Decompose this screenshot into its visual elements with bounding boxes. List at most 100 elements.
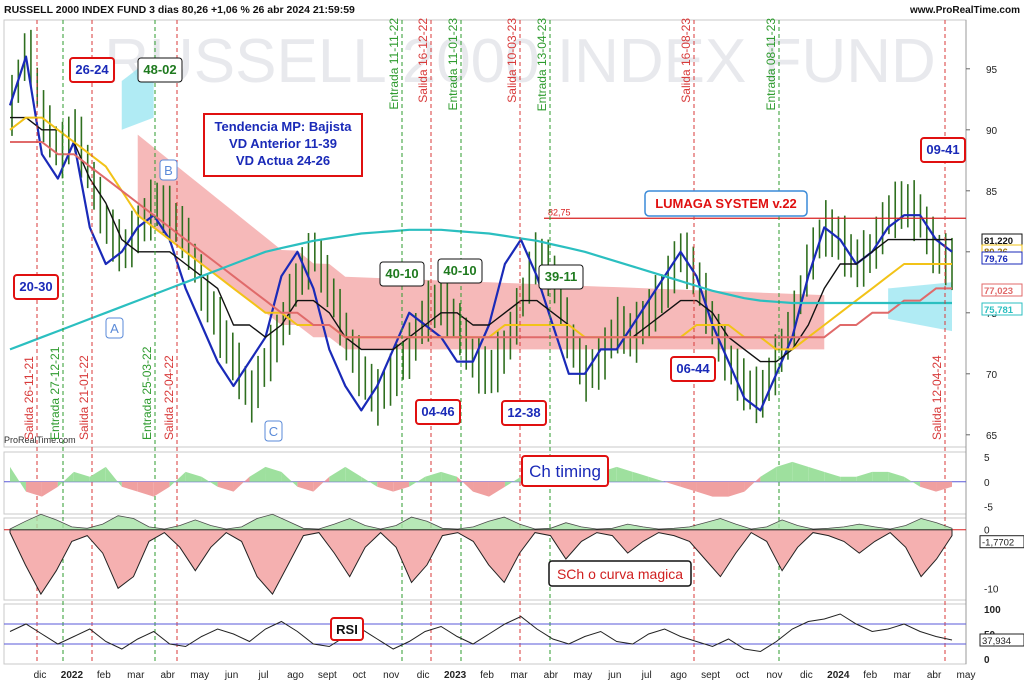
x-axis-label: nov [383, 670, 399, 681]
rsi-label: RSI [336, 622, 358, 637]
rsi-box [330, 617, 364, 641]
ch-timing-area [824, 471, 841, 482]
ch-timing-area [728, 481, 745, 497]
site-label[interactable]: www.ProRealTime.com [909, 5, 1020, 16]
ch-timing-area [616, 466, 633, 482]
ch-timing-area [504, 476, 521, 487]
ch-timing-area [696, 481, 713, 497]
x-axis-label: may [573, 670, 592, 681]
ch-timing-area [488, 481, 505, 497]
ch-timing-area [265, 466, 282, 482]
ch-timing-area [57, 471, 74, 487]
ch-timing-area [393, 481, 410, 492]
x-axis-label: ago [287, 670, 304, 681]
rsi-value: 37,934 [982, 636, 1011, 647]
value-box-text: 26-24 [75, 62, 109, 77]
ch-timing-area [249, 466, 266, 482]
rsi-tick-label: 0 [984, 655, 990, 666]
ch-timing-area [25, 481, 42, 497]
x-axis-label: abr [160, 670, 175, 681]
x-axis-label: sept [318, 670, 337, 681]
x-axis-label: jun [607, 670, 621, 681]
wave-label-box [105, 317, 124, 339]
ch-timing-area [744, 476, 761, 492]
ch-timing-area [664, 481, 681, 487]
sch-value: -1,7702 [982, 538, 1014, 549]
ch-timing-box [521, 455, 609, 487]
ch-timing-area [425, 471, 442, 482]
x-axis-label: dic [800, 670, 813, 681]
signal-label: Salida 12-04-24 [930, 355, 944, 440]
signal-label: Entrada 11-01-23 [446, 18, 460, 111]
ch-timing-area [920, 481, 937, 492]
x-axis-label: feb [863, 670, 877, 681]
ichimoku-cloud-cyan [121, 68, 154, 130]
tendencia-box [203, 113, 363, 177]
x-axis-label: oct [736, 670, 750, 681]
value-box-text: 06-44 [676, 361, 710, 376]
ch-timing-area [680, 481, 697, 492]
x-axis-label: mar [127, 670, 145, 681]
ch-timing-area [281, 471, 298, 487]
x-axis-label: abr [544, 670, 559, 681]
x-axis-label: may [190, 670, 209, 681]
price-tick-label: 90 [986, 126, 998, 137]
value-box-text: 48-02 [143, 62, 176, 77]
ch-timing-area [297, 481, 314, 492]
ch-timing-area [872, 471, 889, 482]
price-label-box [981, 283, 1023, 297]
value-box [437, 258, 483, 284]
ch-timing-area [888, 471, 905, 482]
ch-timing-area [217, 481, 234, 492]
value-box-text: 39-11 [545, 269, 578, 284]
ch-timing-area [89, 466, 106, 482]
cyan-ma-line [9, 228, 952, 351]
ch-timing-area [473, 481, 489, 497]
sch-box [548, 560, 692, 587]
ch-timing-area [185, 471, 202, 482]
sch-value-box [979, 535, 1024, 549]
signal-label: Salida 21-01-22 [77, 355, 91, 440]
sch-area [9, 529, 953, 596]
wave-label: C [269, 424, 278, 439]
ch-timing-area [169, 471, 186, 487]
chart-title: RUSSELL 2000 INDEX FUND 3 dias 80,26 +1,… [4, 4, 355, 16]
level-label: 82,75 [548, 207, 571, 217]
sch-positive-area [9, 513, 953, 531]
ch-timing-area [648, 476, 665, 482]
ch-timing-area [121, 481, 138, 492]
price-label-box [981, 302, 1023, 316]
tendencia-line: VD Anterior 11-39 [229, 136, 337, 151]
tendencia-line: Tendencia MP: Bajista [214, 119, 352, 134]
value-box [538, 264, 584, 290]
tendencia-line: VD Actua 24-26 [236, 153, 330, 168]
ch-timing-area [137, 481, 154, 497]
x-axis-label: nov [766, 670, 782, 681]
x-axis-label: abr [927, 670, 942, 681]
value-box [379, 261, 425, 287]
ch-timing-area [73, 471, 90, 482]
x-axis-label: oct [353, 670, 367, 681]
x-axis-label: sept [701, 670, 720, 681]
ch-timing-area [313, 476, 330, 492]
ch-timing-area [441, 471, 458, 482]
value-box [137, 57, 183, 83]
ch-timing-area [41, 481, 58, 497]
ch-tick-label: 5 [984, 453, 990, 464]
price-label-box [981, 251, 1023, 265]
rsi-line [9, 613, 953, 653]
price-tick-label: 85 [986, 187, 998, 198]
ch-timing-area [792, 461, 809, 482]
x-axis-label: mar [510, 670, 528, 681]
ch-timing-area [345, 466, 362, 482]
signal-label: Entrada 11-11-22 [387, 18, 401, 110]
ch-timing-area [10, 466, 26, 492]
ch-timing-area [760, 466, 777, 482]
value-box [13, 274, 59, 300]
ch-timing-area [457, 476, 474, 492]
red-ma-line [10, 141, 952, 339]
slow-line [10, 116, 952, 363]
x-axis-label: jul [258, 670, 269, 681]
price-label: 77,023 [984, 286, 1013, 297]
